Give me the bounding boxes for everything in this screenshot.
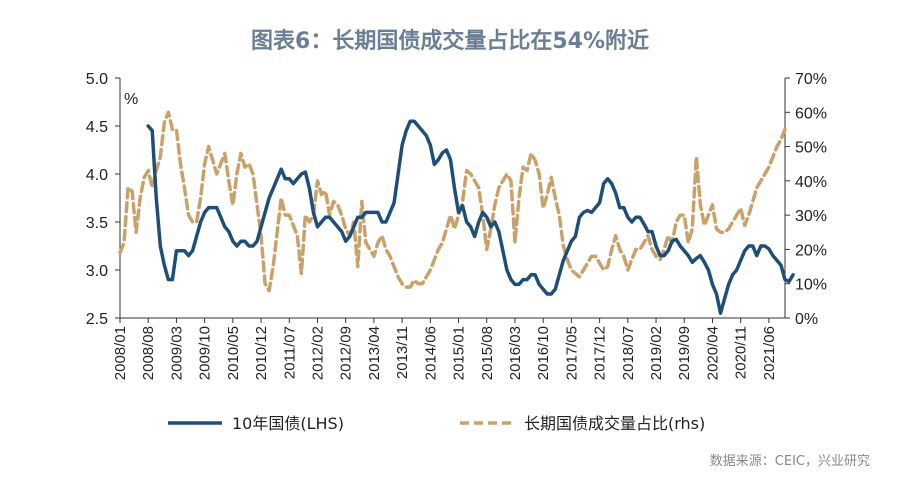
x-axis-tick-label: 2016/10 <box>535 326 552 380</box>
x-axis-tick-label: 2018/07 <box>620 326 637 380</box>
right-axis-tick-label: 70% <box>795 71 827 88</box>
x-axis: 2008/01 2008/08 2009/03 2009/10 2010/05 2010/… <box>112 317 785 380</box>
x-axis-tick-label: 2017/12 <box>592 326 609 380</box>
x-axis-tick-label: 2020/04 <box>704 326 721 380</box>
legend-label-10y-bond: 10年国债(LHS) <box>232 414 344 433</box>
source-note: 数据来源：CEIC，兴业研究 <box>710 454 870 469</box>
right-axis-tick-label: 50% <box>795 140 827 157</box>
right-axis-tick-label: 30% <box>795 208 827 225</box>
x-axis-tick-label: 2015/01 <box>451 326 468 380</box>
right-axis-tick-label: 10% <box>795 277 827 294</box>
left-axis-tick-label: 5.0 <box>86 71 108 88</box>
x-axis-tick-label: 2013/04 <box>366 326 383 380</box>
left-axis: 2.5 3.0 3.5 4.0 4.5 5.0 <box>86 71 121 328</box>
x-axis-tick-label: 2014/06 <box>422 326 439 380</box>
x-axis-tick-label: 2008/01 <box>112 326 129 380</box>
x-axis-tick-label: 2015/08 <box>479 326 496 380</box>
left-axis-tick-label: 3.5 <box>86 215 108 232</box>
left-axis-tick-label: 4.5 <box>86 119 108 136</box>
x-axis-tick-label: 2013/11 <box>394 326 411 379</box>
x-axis-tick-label: 2017/05 <box>563 326 580 380</box>
left-axis-tick-label: 3.0 <box>86 263 108 280</box>
x-axis-tick-label: 2012/02 <box>309 326 326 380</box>
x-axis-tick-label: 2011/07 <box>281 326 298 379</box>
x-axis-tick-label: 2010/05 <box>225 326 242 380</box>
left-axis-unit-label: % <box>124 91 138 108</box>
x-axis-tick-label: 2012/09 <box>338 326 355 380</box>
right-axis-tick-label: 60% <box>795 105 827 122</box>
right-axis-tick-label: 0% <box>795 311 818 328</box>
x-axis-tick-label: 2010/12 <box>253 326 270 380</box>
x-axis-tick-label: 2016/03 <box>507 326 524 380</box>
legend: 10年国债(LHS) 长期国债成交量占比(rhs) <box>168 414 705 433</box>
x-axis-tick-label: 2021/06 <box>761 326 778 380</box>
right-axis-tick-label: 20% <box>795 242 827 259</box>
x-axis-tick-label: 2009/03 <box>168 326 185 380</box>
series-line-10y-bond <box>146 119 795 315</box>
x-axis-tick-label: 2020/11 <box>733 326 750 379</box>
legend-label-long-term-share: 长期国债成交量占比(rhs) <box>524 414 705 433</box>
right-axis-tick-label: 40% <box>795 174 827 191</box>
left-axis-tick-label: 2.5 <box>86 311 108 328</box>
x-axis-tick-label: 2019/09 <box>676 326 693 380</box>
right-axis: 0% 10% 20% 30% 40% 50% 60% 70% <box>784 71 827 328</box>
chart-title: 图表6：长期国债成交量占比在54%附近 <box>251 28 649 54</box>
x-axis-tick-label: 2019/02 <box>648 326 665 380</box>
series-layer <box>118 110 795 315</box>
left-axis-tick-label: 4.0 <box>86 167 108 184</box>
series-line-long-term-share <box>118 110 787 293</box>
x-axis-tick-label: 2008/08 <box>140 326 157 380</box>
x-axis-tick-label: 2009/10 <box>197 326 214 380</box>
